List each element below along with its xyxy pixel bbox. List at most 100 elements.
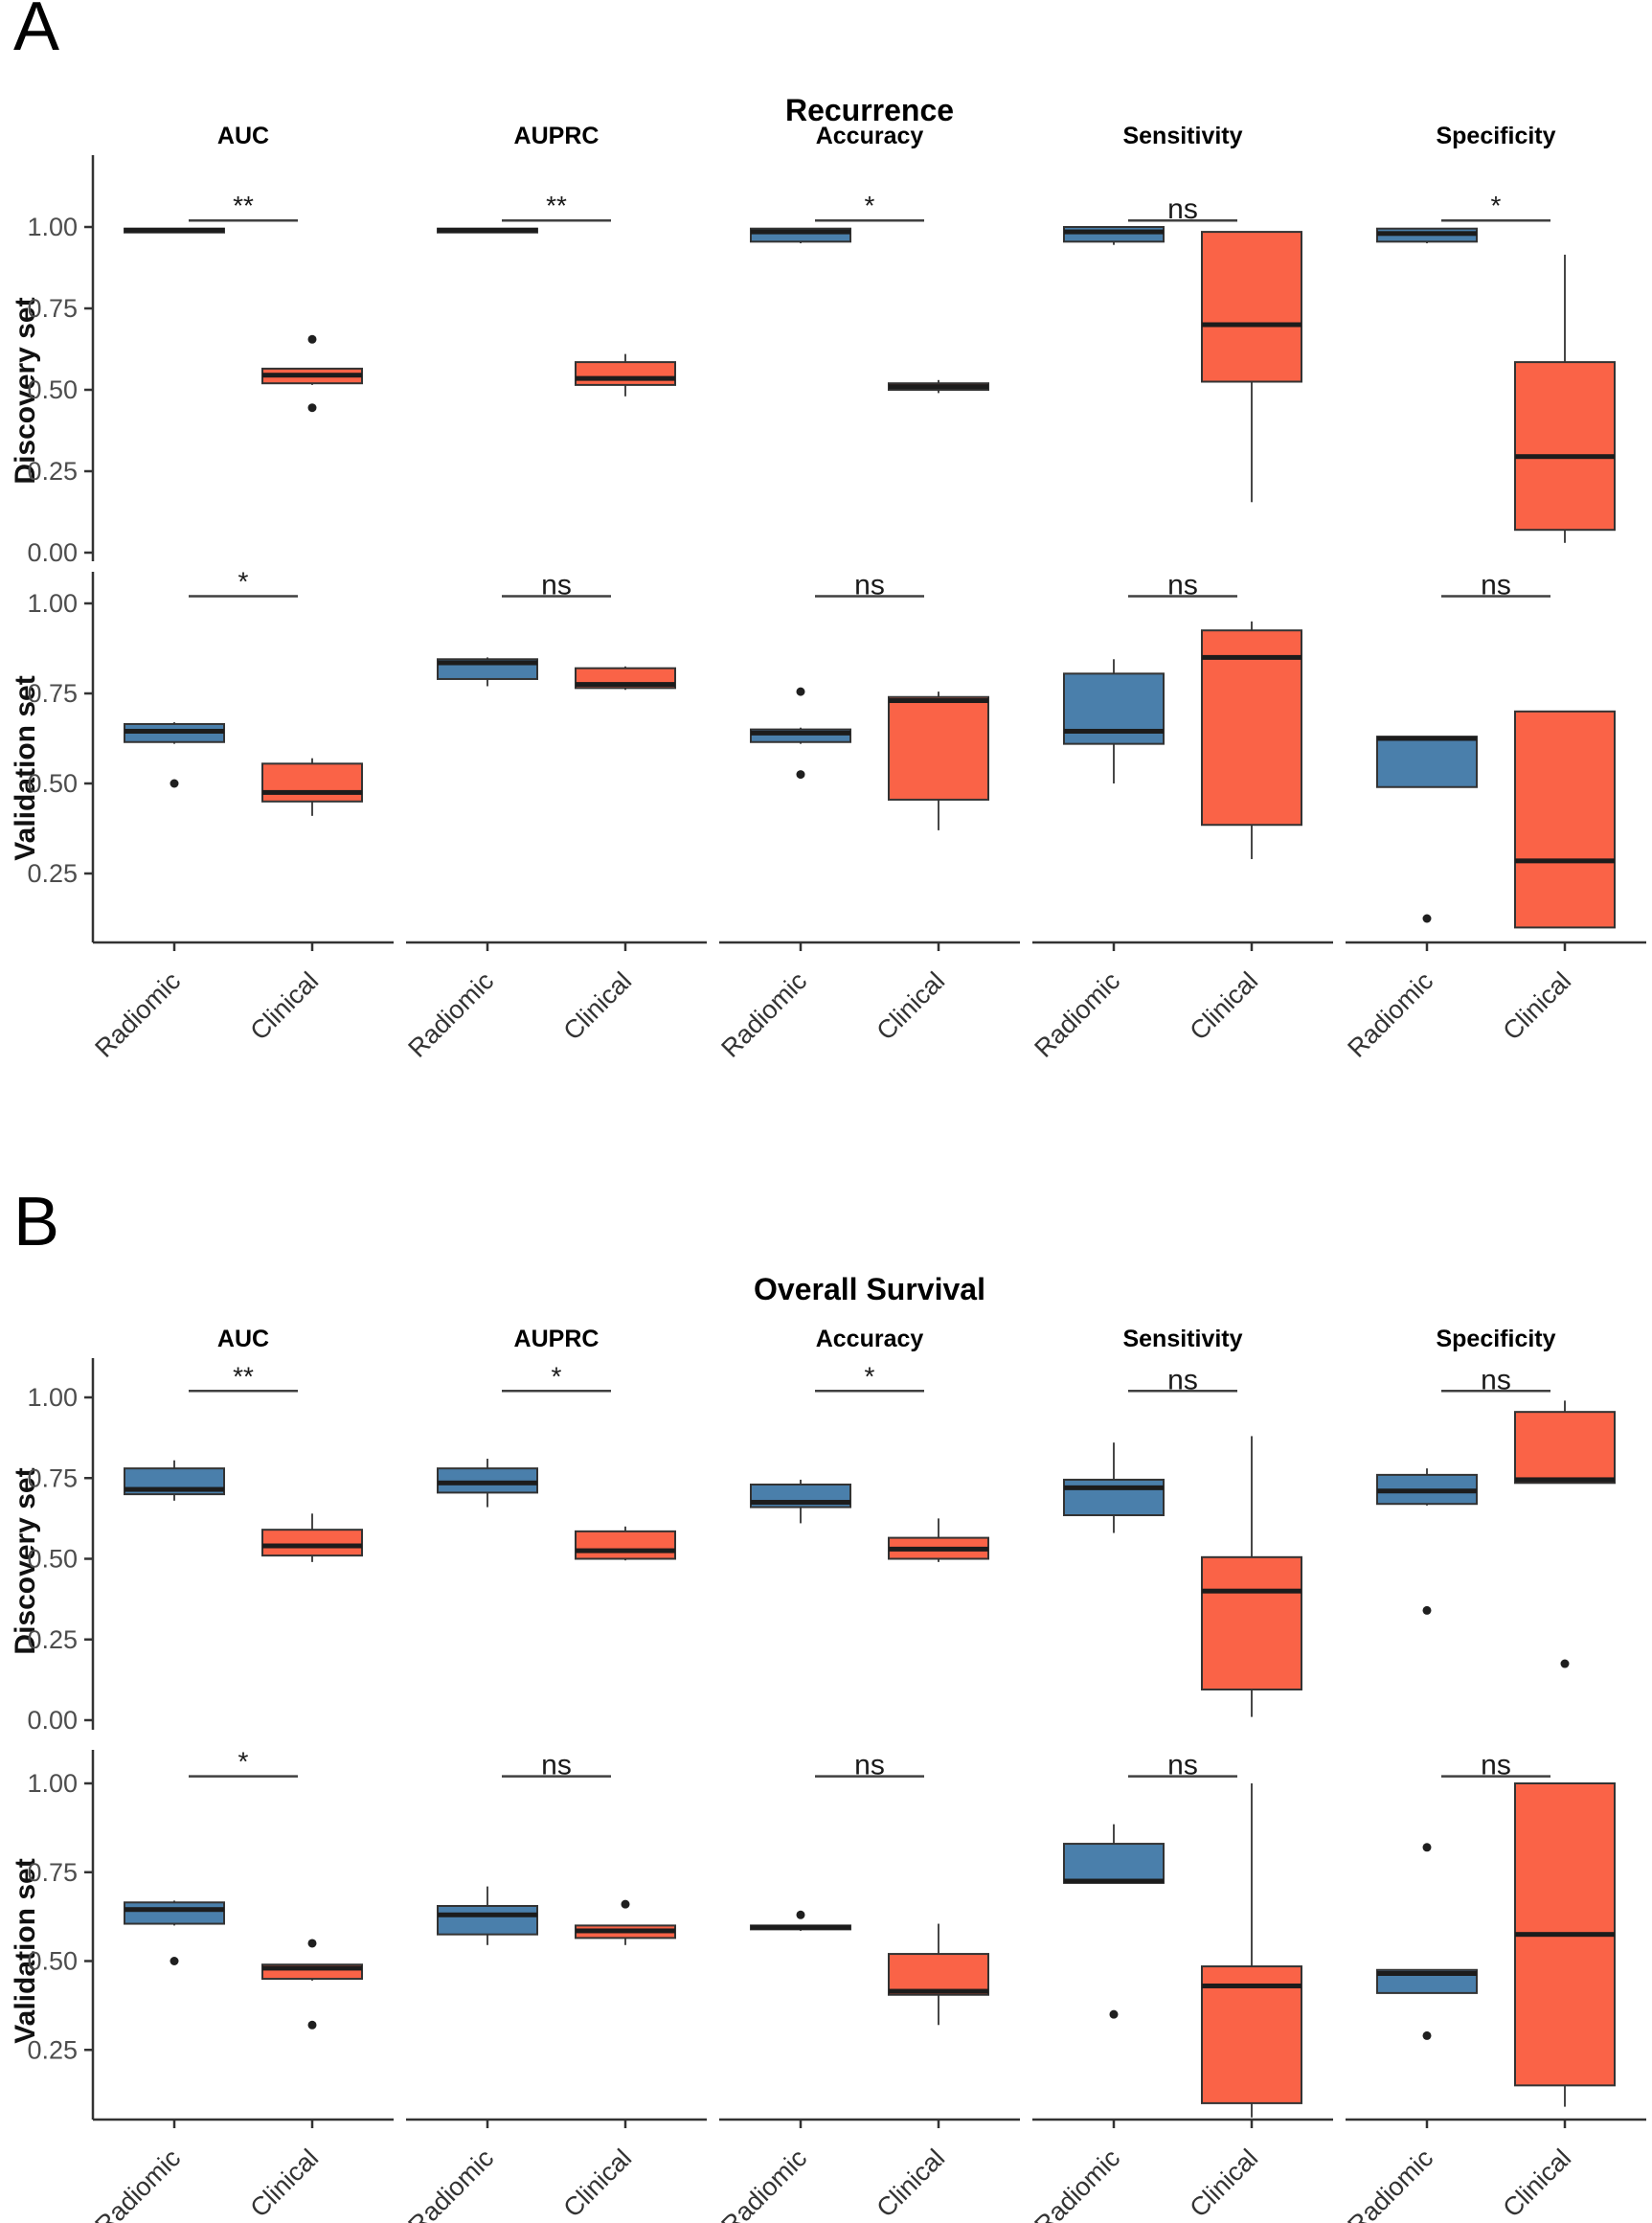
y-tick-label: 1.00 bbox=[27, 1769, 78, 1798]
outlier-point bbox=[621, 1899, 630, 1909]
x-tick-label-clinical: Clinical bbox=[244, 966, 324, 1046]
median-line bbox=[889, 698, 988, 704]
outlier-point bbox=[1560, 1659, 1570, 1668]
metric-header: Specificity bbox=[1436, 1326, 1555, 1352]
y-tick-label: 0.50 bbox=[27, 1947, 78, 1976]
y-tick-label: 0.75 bbox=[27, 679, 78, 708]
x-tick-label-clinical: Clinical bbox=[1184, 966, 1263, 1046]
box-radiomic bbox=[1063, 1843, 1165, 1884]
significance-label: ns bbox=[1167, 193, 1198, 225]
median-line bbox=[262, 789, 362, 795]
x-tick-label-clinical: Clinical bbox=[1184, 2144, 1263, 2223]
significance-label: ns bbox=[1167, 1364, 1198, 1395]
median-line bbox=[124, 1486, 224, 1492]
box-radiomic bbox=[437, 1904, 538, 1936]
x-tick-label-radiomic: Radiomic bbox=[715, 2144, 812, 2223]
x-tick-label-clinical: Clinical bbox=[871, 2144, 950, 2223]
median-line bbox=[124, 227, 224, 233]
box-clinical bbox=[1201, 1555, 1302, 1690]
significance-label: ns bbox=[1481, 1364, 1511, 1395]
x-tick-label-clinical: Clinical bbox=[1497, 2144, 1576, 2223]
metric-header: AUPRC bbox=[514, 123, 600, 149]
median-line bbox=[124, 728, 224, 734]
metric-header: AUPRC bbox=[514, 1326, 600, 1352]
median-line bbox=[1202, 322, 1301, 328]
median-line bbox=[1202, 1983, 1301, 1988]
box-radiomic bbox=[437, 1467, 538, 1494]
y-tick-label: 0.50 bbox=[27, 375, 78, 404]
box-clinical bbox=[888, 695, 989, 801]
y-tick-label: 1.00 bbox=[27, 213, 78, 241]
median-line bbox=[1515, 1477, 1615, 1483]
x-tick-label-clinical: Clinical bbox=[871, 966, 950, 1046]
significance-label: ns bbox=[1167, 1750, 1198, 1781]
y-tick-label: 0.25 bbox=[27, 457, 78, 486]
significance-label: ** bbox=[546, 191, 567, 220]
significance-label: ** bbox=[233, 191, 254, 220]
significance-label: ns bbox=[1167, 569, 1198, 601]
median-line bbox=[751, 1924, 850, 1930]
median-line bbox=[438, 1480, 537, 1486]
median-line bbox=[262, 1965, 362, 1971]
x-tick-label-radiomic: Radiomic bbox=[1342, 966, 1438, 1063]
y-tick-label: 0.75 bbox=[27, 294, 78, 323]
significance-label: ns bbox=[854, 1750, 885, 1781]
x-tick-label-clinical: Clinical bbox=[244, 2144, 324, 2223]
significance-label: ns bbox=[541, 569, 572, 601]
median-line bbox=[1377, 1488, 1477, 1494]
significance-label: * bbox=[238, 566, 249, 596]
metric-header: Sensitivity bbox=[1122, 1326, 1242, 1352]
outlier-point bbox=[1422, 1605, 1432, 1615]
median-line bbox=[576, 1548, 675, 1554]
outlier-point bbox=[307, 334, 317, 344]
metric-header: Accuracy bbox=[816, 123, 924, 149]
x-tick-label-radiomic: Radiomic bbox=[402, 2144, 499, 2223]
outlier-point bbox=[307, 403, 317, 413]
box-clinical bbox=[261, 762, 363, 803]
median-line bbox=[438, 227, 537, 233]
median-line bbox=[1064, 1485, 1164, 1490]
outlier-point bbox=[307, 1939, 317, 1948]
median-line bbox=[576, 682, 675, 688]
metric-header: Sensitivity bbox=[1122, 123, 1242, 149]
outlier-point bbox=[1422, 914, 1432, 923]
panel-a-letter: A bbox=[13, 0, 60, 65]
outlier-point bbox=[1422, 1843, 1432, 1852]
significance-label: ns bbox=[1481, 569, 1511, 601]
median-line bbox=[576, 375, 675, 381]
x-tick-label-radiomic: Radiomic bbox=[1029, 966, 1125, 1063]
x-tick-label-clinical: Clinical bbox=[557, 2144, 637, 2223]
box-clinical bbox=[575, 361, 676, 386]
y-tick-label: 1.00 bbox=[27, 589, 78, 618]
significance-label: * bbox=[552, 1361, 562, 1391]
median-line bbox=[751, 730, 850, 736]
median-line bbox=[1202, 1588, 1301, 1594]
x-tick-label-radiomic: Radiomic bbox=[715, 966, 812, 1063]
box-clinical bbox=[1201, 629, 1302, 827]
outlier-point bbox=[796, 1910, 805, 1919]
median-line bbox=[262, 373, 362, 378]
outlier-point bbox=[307, 2020, 317, 2030]
significance-label: ns bbox=[854, 569, 885, 601]
outlier-point bbox=[1109, 2009, 1119, 2019]
box-clinical bbox=[261, 1529, 363, 1557]
median-line bbox=[751, 229, 850, 235]
box-radiomic bbox=[1376, 736, 1478, 788]
median-line bbox=[889, 384, 988, 390]
x-tick-label-clinical: Clinical bbox=[1497, 966, 1576, 1046]
y-tick-label: 0.50 bbox=[27, 769, 78, 798]
y-tick-label: 0.00 bbox=[27, 1706, 78, 1735]
x-tick-label-radiomic: Radiomic bbox=[89, 966, 186, 1063]
median-line bbox=[751, 1500, 850, 1506]
significance-label: * bbox=[865, 191, 875, 220]
box-radiomic bbox=[124, 1901, 225, 1925]
outlier-point bbox=[170, 779, 179, 788]
box-clinical bbox=[1514, 361, 1616, 532]
median-line bbox=[438, 1912, 537, 1917]
median-line bbox=[1064, 728, 1164, 734]
box-clinical bbox=[888, 1953, 989, 1996]
median-line bbox=[1064, 229, 1164, 235]
panel-b-title: Overall Survival bbox=[754, 1272, 985, 1306]
